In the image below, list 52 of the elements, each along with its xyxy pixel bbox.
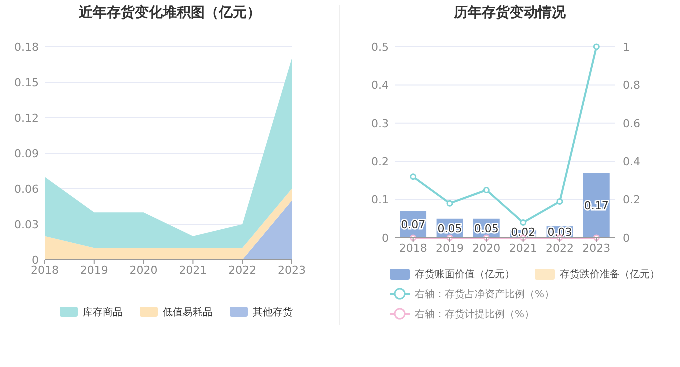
x-tick-label: 2019 xyxy=(80,264,108,277)
data-label: 0.02 xyxy=(511,226,536,239)
point xyxy=(483,187,490,194)
y-tick-label: 0.1 xyxy=(372,194,389,207)
x-tick-label: 2020 xyxy=(472,242,501,255)
x-tick-label: 2023 xyxy=(582,242,611,255)
chart-title: 近年存货变化堆积图（亿元） xyxy=(78,4,261,21)
point xyxy=(556,198,564,205)
x-tick-label: 2022 xyxy=(228,264,257,277)
point xyxy=(410,174,417,180)
data-label: 0.17 xyxy=(584,199,609,212)
x-tick-label: 2018 xyxy=(399,242,428,255)
x-tick-label: 2021 xyxy=(179,264,208,277)
y-tick-label: 0.18 xyxy=(14,40,39,54)
legend-label: 低值易耗品 xyxy=(163,306,213,318)
data-label: 0.03 xyxy=(548,226,572,239)
legend-label: 右轴：存货计提比例（%） xyxy=(415,308,535,320)
x-tick-label: 2020 xyxy=(130,264,158,277)
y2-tick-label: 1 xyxy=(623,40,630,54)
legend-label: 存货账面价值（亿元） xyxy=(415,268,515,280)
data-label: 0.07 xyxy=(401,218,426,232)
y-tick-label: 0.5 xyxy=(372,40,389,54)
point xyxy=(520,219,527,226)
x-tick-label: 2019 xyxy=(436,242,464,255)
chart-title: 历年存货变动情况 xyxy=(453,4,567,21)
y2-tick-label: 0.8 xyxy=(623,79,640,92)
y-tick-label: 0.06 xyxy=(14,182,39,196)
data-label: 0.05 xyxy=(438,222,462,236)
y-tick-label: 0.3 xyxy=(372,117,389,130)
point xyxy=(446,200,454,207)
y2-tick-label: 0.6 xyxy=(623,117,640,130)
y-tick-label: 0.15 xyxy=(14,76,39,90)
y-tick-label: 0 xyxy=(382,232,389,245)
legend-label: 库存商品 xyxy=(83,306,123,318)
y-tick-label: 0 xyxy=(32,254,39,267)
y-tick-label: 0.2 xyxy=(372,155,389,168)
x-tick-label: 2021 xyxy=(509,242,538,255)
x-tick-label: 2018 xyxy=(31,264,59,277)
y2-tick-label: 0.2 xyxy=(623,194,640,207)
y-tick-label: 0.09 xyxy=(14,147,39,160)
y2-tick-label: 0.4 xyxy=(623,155,640,168)
y2-tick-label: 0 xyxy=(623,232,630,245)
y-tick-label: 0.03 xyxy=(14,218,39,232)
legend-label: 存货跌价准备（亿元） xyxy=(560,268,660,280)
legend-label: 其他存货 xyxy=(253,306,293,318)
legend-label: 右轴：存货占净资产比例（%） xyxy=(415,288,555,300)
y-tick-label: 0.4 xyxy=(372,79,389,92)
x-tick-label: 2022 xyxy=(546,242,574,255)
point xyxy=(593,44,600,50)
x-tick-label: 2023 xyxy=(278,264,306,277)
data-label: 0.05 xyxy=(474,222,499,236)
y-tick-label: 0.12 xyxy=(14,112,39,125)
